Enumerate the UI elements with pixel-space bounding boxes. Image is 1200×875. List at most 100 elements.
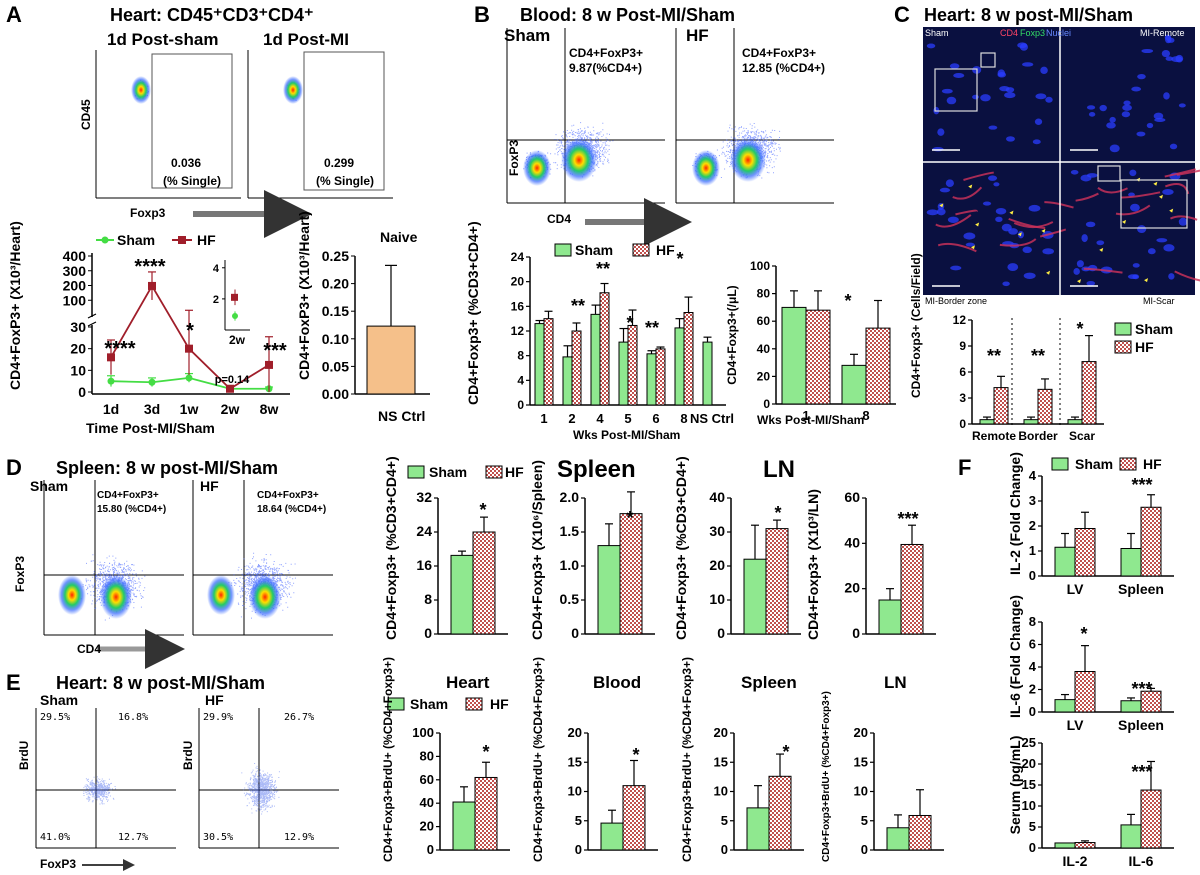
nucleus: [946, 96, 957, 105]
nucleus: [1130, 203, 1140, 212]
mic-label-border: MI-Border zone: [925, 296, 988, 306]
a-line-category-label: 2w: [221, 401, 240, 417]
flow-event-cloud: [241, 763, 280, 815]
cd4-stain: [1097, 187, 1128, 194]
e-left-q4: 12.7%: [118, 832, 149, 843]
a-inset-tick-label: 2: [213, 294, 219, 306]
b-right-title: HF: [686, 26, 709, 45]
a-line-significance: *: [186, 320, 194, 342]
b-legend-hf: HF: [656, 242, 675, 258]
heading-b: Blood: 8 w Post-MI/Sham: [520, 5, 736, 25]
d-ln-count-tick-label: 40: [844, 534, 860, 550]
panel-label-e: E: [6, 670, 21, 695]
a-line-hf-point: [107, 353, 115, 362]
e-right-y-label: BrdU: [181, 740, 195, 770]
e-right-q3: 30.5%: [203, 832, 234, 843]
nucleus: [1022, 62, 1034, 67]
d-ln-pct-tick-label: 20: [709, 557, 725, 573]
arrowhead-marker: [1144, 278, 1149, 283]
b-count-tick-label: 80: [757, 287, 771, 301]
zoom-source: [980, 52, 996, 68]
a-naive-tick-label: 0.10: [322, 331, 349, 347]
nucleus: [1164, 35, 1172, 44]
c-cells-tick-label: 3: [959, 391, 966, 405]
f-il6-tick-label: 0: [1029, 704, 1036, 719]
nucleus: [1156, 238, 1168, 243]
b-percent-significance: *: [676, 249, 683, 269]
e-heart-tick-label: 20: [420, 819, 434, 834]
e-blood-tick-label: 10: [568, 784, 582, 799]
f-serum-category-label: IL-6: [1129, 853, 1154, 869]
a-line-category-label: 3d: [144, 401, 160, 417]
b-percent-category-label: 6: [652, 411, 659, 426]
a-line-tick-label: 30: [70, 319, 86, 335]
f-il2-significance: ***: [1131, 475, 1152, 495]
d-ln-pct-tick-label: 40: [709, 489, 725, 505]
nucleus: [980, 94, 991, 102]
a-right-flow-density: [283, 76, 303, 104]
e-left-q1: 29.5%: [40, 712, 71, 723]
nucleus: [1109, 144, 1120, 153]
flow-event-cloud: [228, 552, 296, 619]
c-cells-tick-label: 6: [959, 365, 966, 379]
b-left-title: Sham: [504, 26, 551, 45]
c-cells-tick-label: 0: [959, 417, 966, 431]
nucleus: [1081, 234, 1088, 243]
a-line-tick-label: 100: [63, 292, 87, 308]
nucleus: [1002, 281, 1010, 287]
a-inset-category-label: 2w: [229, 333, 246, 347]
e-blood-tick-label: 0: [575, 842, 582, 857]
a-x-label: Foxp3: [130, 206, 166, 220]
nucleus: [1131, 86, 1142, 92]
nucleus: [937, 202, 945, 210]
a-legend-sham: Sham: [117, 232, 156, 248]
nucleus: [1035, 93, 1047, 100]
cd4-stain: [1008, 217, 1046, 230]
arrowhead-marker: [1153, 181, 1158, 186]
c-y-label: CD4+Foxp3+ (Cells/Field): [909, 253, 923, 398]
e-blood-title: Blood: [593, 673, 642, 692]
b-percent-tick-label: 8: [517, 349, 524, 363]
cd4-stain: [1083, 267, 1123, 274]
d-ln-count-tick-label: 60: [844, 489, 860, 505]
e-blood-tick-label: 20: [568, 725, 582, 740]
f-il2-tick-label: 4: [1029, 468, 1037, 483]
a-line-hf-point: [265, 360, 273, 369]
nucleus: [1070, 169, 1079, 175]
cd4-stain: [935, 214, 972, 228]
heading-d: Spleen: 8 w post-MI/Sham: [56, 458, 279, 478]
b-legend-sham: Sham: [575, 242, 614, 258]
nucleus: [1137, 73, 1146, 80]
nucleus: [1163, 244, 1175, 252]
a-line-tick-label: 0: [78, 384, 86, 400]
nucleus: [1137, 225, 1147, 234]
b-right-gate-2: 12.85 (%CD4+): [742, 61, 826, 75]
nucleus: [997, 71, 1007, 78]
a-line-axis-break: [87, 313, 97, 319]
nucleus: [1007, 263, 1019, 271]
b-count-category-label: 1: [802, 408, 809, 423]
a-line-tick-label: 20: [70, 341, 86, 357]
a-right-gate-unit: (% Single): [316, 174, 375, 188]
arrowhead-marker: [970, 245, 975, 250]
nucleus: [950, 265, 962, 271]
b-percent-significance: *: [626, 313, 633, 333]
nucleus: [1161, 49, 1171, 58]
b-percent-tick-label: 0: [517, 398, 524, 412]
nucleus: [963, 232, 976, 240]
a-line-hf-point: [226, 384, 234, 393]
panel-label-b: B: [474, 2, 490, 27]
nucleus: [1006, 136, 1015, 142]
nucleus: [945, 179, 954, 188]
b-count-tick-label: 60: [757, 314, 771, 328]
b-count-x-label: Wks Post-MI/Sham: [757, 413, 865, 427]
cd4-stain: [1164, 168, 1196, 178]
d-spleen-pct-tick-label: 24: [416, 523, 432, 539]
f-il6-category-label: Spleen: [1118, 717, 1164, 733]
nucleus: [1086, 105, 1096, 110]
d-spleen-count-significance: *: [626, 508, 633, 528]
d-spleen-pct-tick-label: 0: [424, 625, 432, 641]
c-cells-significance: **: [987, 346, 1001, 366]
e-blood-tick-label: 15: [568, 754, 582, 769]
d-x-label: CD4: [77, 642, 102, 656]
